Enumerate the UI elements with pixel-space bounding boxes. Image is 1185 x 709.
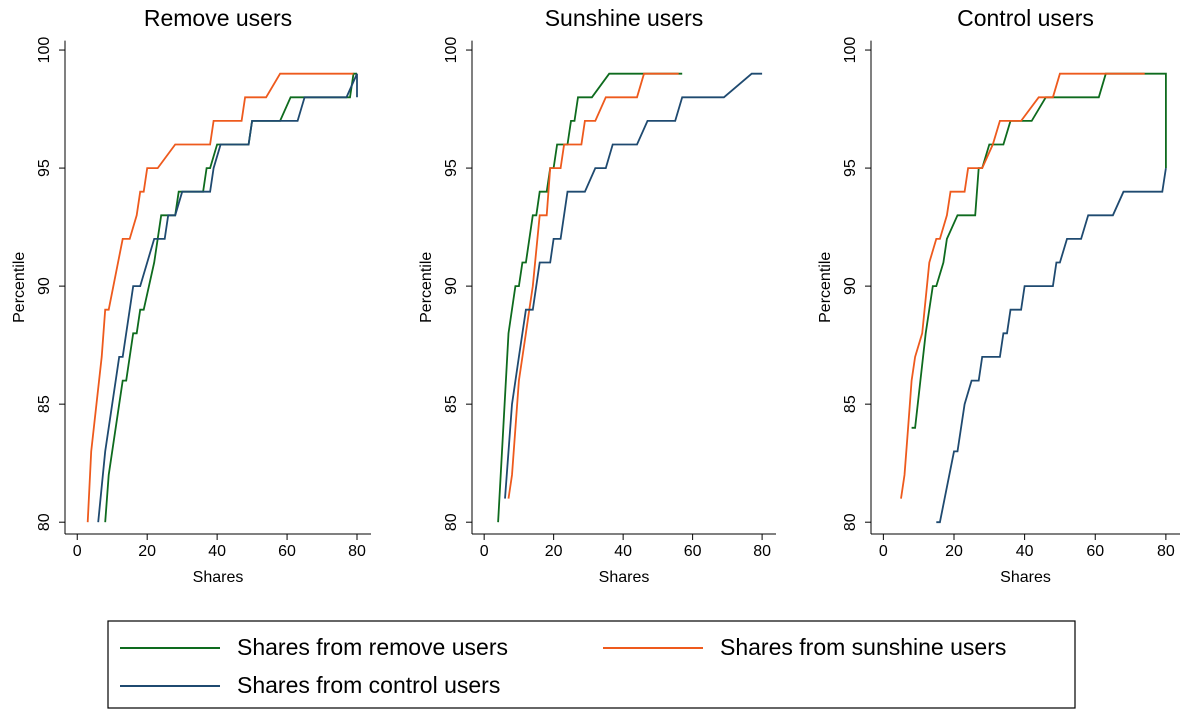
y-tick-label: 90 (443, 277, 460, 295)
x-axis-label: Shares (193, 569, 244, 586)
x-tick-label: 60 (1086, 543, 1104, 560)
x-tick-label: 80 (348, 543, 366, 560)
x-tick-label: 80 (1157, 543, 1175, 560)
x-tick-label: 80 (753, 543, 771, 560)
y-tick-label: 100 (443, 37, 460, 64)
legend-label: Shares from remove users (237, 634, 508, 660)
x-tick-label: 20 (545, 543, 563, 560)
x-tick-label: 40 (1016, 543, 1034, 560)
x-tick-label: 40 (614, 543, 632, 560)
y-axis-label: Percentile (817, 252, 834, 323)
legend-label: Shares from control users (237, 672, 500, 698)
y-tick-label: 80 (842, 513, 859, 531)
y-tick-label: 95 (443, 159, 460, 177)
series-line (86, 72, 354, 523)
legend-box (107, 620, 1076, 709)
chart-title: Sunshine users (545, 5, 704, 31)
x-tick-label: 60 (684, 543, 702, 560)
x-tick-label: 20 (138, 543, 156, 560)
y-axis-label: Percentile (418, 252, 435, 323)
x-axis-label: Shares (1000, 569, 1051, 586)
legend-label: Shares from sunshine users (720, 634, 1006, 660)
y-tick-label: 90 (842, 277, 859, 295)
x-tick-label: 0 (73, 543, 82, 560)
series-line (507, 72, 679, 499)
series-line (97, 73, 358, 523)
y-tick-label: 100 (842, 37, 859, 64)
y-tick-label: 85 (36, 395, 53, 413)
y-tick-label: 100 (36, 37, 53, 64)
y-tick-label: 85 (443, 395, 460, 413)
x-tick-label: 40 (208, 543, 226, 560)
y-tick-label: 80 (443, 513, 460, 531)
x-tick-label: 0 (879, 543, 888, 560)
y-tick-label: 85 (842, 395, 859, 413)
series-line (936, 167, 1167, 524)
y-axis-label: Percentile (11, 252, 28, 323)
x-axis-label: Shares (599, 569, 650, 586)
series-line (504, 72, 763, 499)
series-line (104, 72, 357, 523)
chart-title: Control users (957, 5, 1094, 31)
y-tick-label: 95 (842, 159, 859, 177)
series-line (497, 72, 683, 523)
chart-title: Remove users (144, 5, 292, 31)
y-tick-label: 90 (36, 277, 53, 295)
x-tick-label: 20 (945, 543, 963, 560)
x-tick-label: 0 (480, 543, 489, 560)
y-tick-label: 95 (36, 159, 53, 177)
x-tick-label: 60 (278, 543, 296, 560)
series-line (900, 72, 1145, 499)
y-tick-label: 80 (36, 513, 53, 531)
series-line (911, 72, 1167, 429)
